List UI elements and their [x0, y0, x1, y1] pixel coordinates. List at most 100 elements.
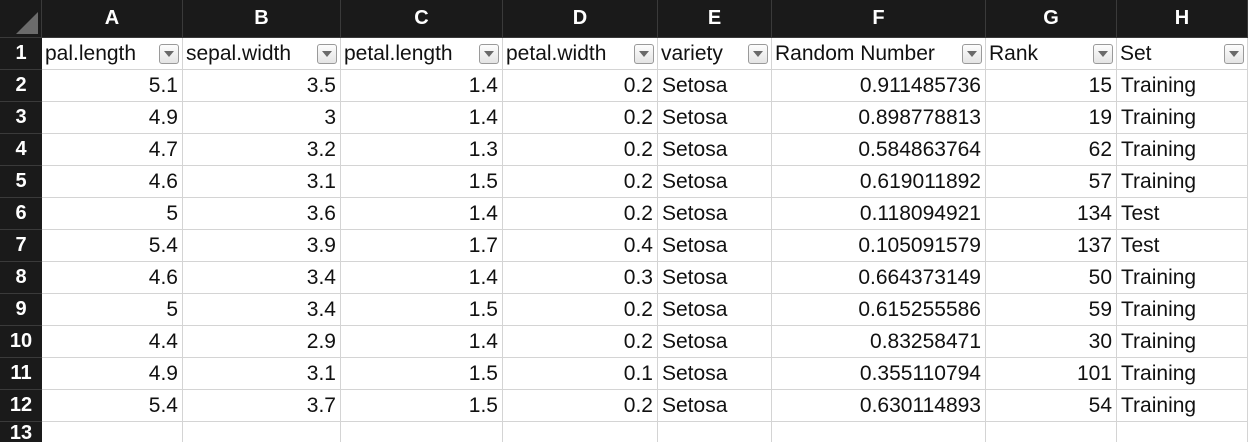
table-cell[interactable]: 0.664373149: [772, 262, 986, 294]
table-cell[interactable]: Setosa: [658, 198, 772, 230]
table-cell[interactable]: Setosa: [658, 230, 772, 262]
table-cell[interactable]: Setosa: [658, 102, 772, 134]
column-header-c[interactable]: C: [341, 0, 503, 38]
table-cell[interactable]: 1.5: [341, 390, 503, 422]
row-header[interactable]: 2: [0, 70, 42, 102]
column-header-b[interactable]: B: [183, 0, 341, 38]
filter-button[interactable]: [1224, 43, 1244, 64]
table-cell[interactable]: 0.3: [503, 262, 658, 294]
table-cell[interactable]: Training: [1117, 70, 1248, 102]
table-cell[interactable]: [42, 422, 183, 442]
row-header[interactable]: 12: [0, 390, 42, 422]
table-cell[interactable]: Setosa: [658, 134, 772, 166]
table-cell[interactable]: 3.5: [183, 70, 341, 102]
row-header[interactable]: 7: [0, 230, 42, 262]
row-header[interactable]: 13: [0, 422, 42, 444]
column-header-a[interactable]: A: [42, 0, 183, 38]
table-cell[interactable]: 1.4: [341, 326, 503, 358]
column-header-d[interactable]: D: [503, 0, 658, 38]
table-cell[interactable]: [183, 422, 341, 442]
table-cell[interactable]: 4.7: [42, 134, 183, 166]
table-cell[interactable]: 0.2: [503, 390, 658, 422]
table-cell[interactable]: Training: [1117, 166, 1248, 198]
table-cell[interactable]: Training: [1117, 102, 1248, 134]
table-cell[interactable]: 0.2: [503, 326, 658, 358]
table-cell[interactable]: 4.9: [42, 102, 183, 134]
filter-button[interactable]: [634, 43, 654, 64]
table-header-cell[interactable]: variety: [658, 38, 772, 70]
row-header[interactable]: 5: [0, 166, 42, 198]
table-header-cell[interactable]: petal.length: [341, 38, 503, 70]
table-cell[interactable]: 137: [986, 230, 1117, 262]
row-header[interactable]: 8: [0, 262, 42, 294]
table-cell[interactable]: Setosa: [658, 326, 772, 358]
table-cell[interactable]: [1117, 422, 1248, 442]
table-cell[interactable]: 30: [986, 326, 1117, 358]
table-cell[interactable]: 1.5: [341, 294, 503, 326]
table-cell[interactable]: 3.4: [183, 262, 341, 294]
table-cell[interactable]: 5.1: [42, 70, 183, 102]
table-cell[interactable]: 3.9: [183, 230, 341, 262]
table-cell[interactable]: 4.6: [42, 262, 183, 294]
table-cell[interactable]: 4.4: [42, 326, 183, 358]
table-header-cell[interactable]: Rank: [986, 38, 1117, 70]
column-header-e[interactable]: E: [658, 0, 772, 38]
table-cell[interactable]: 0.898778813: [772, 102, 986, 134]
table-cell[interactable]: 0.118094921: [772, 198, 986, 230]
table-cell[interactable]: 3.1: [183, 166, 341, 198]
table-cell[interactable]: [503, 422, 658, 442]
table-cell[interactable]: 0.2: [503, 102, 658, 134]
table-cell[interactable]: 3.7: [183, 390, 341, 422]
table-cell[interactable]: Training: [1117, 134, 1248, 166]
table-cell[interactable]: 3.2: [183, 134, 341, 166]
table-cell[interactable]: [772, 422, 986, 442]
filter-button[interactable]: [1093, 43, 1113, 64]
table-cell[interactable]: 134: [986, 198, 1117, 230]
table-cell[interactable]: Training: [1117, 358, 1248, 390]
table-cell[interactable]: 3: [183, 102, 341, 134]
table-cell[interactable]: 5.4: [42, 390, 183, 422]
table-cell[interactable]: 0.2: [503, 134, 658, 166]
table-header-cell[interactable]: Set: [1117, 38, 1248, 70]
table-cell[interactable]: Training: [1117, 294, 1248, 326]
row-header[interactable]: 11: [0, 358, 42, 390]
filter-button[interactable]: [317, 43, 337, 64]
table-cell[interactable]: 3.4: [183, 294, 341, 326]
table-cell[interactable]: 0.83258471: [772, 326, 986, 358]
table-cell[interactable]: Training: [1117, 326, 1248, 358]
table-cell[interactable]: 4.6: [42, 166, 183, 198]
table-cell[interactable]: 0.584863764: [772, 134, 986, 166]
filter-button[interactable]: [962, 43, 982, 64]
table-cell[interactable]: 54: [986, 390, 1117, 422]
row-header[interactable]: 3: [0, 102, 42, 134]
table-header-cell[interactable]: sepal.width: [183, 38, 341, 70]
table-cell[interactable]: 1.5: [341, 166, 503, 198]
table-cell[interactable]: 0.2: [503, 166, 658, 198]
table-cell[interactable]: Test: [1117, 198, 1248, 230]
table-cell[interactable]: Training: [1117, 262, 1248, 294]
table-cell[interactable]: Setosa: [658, 166, 772, 198]
table-cell[interactable]: [986, 422, 1117, 442]
table-cell[interactable]: Setosa: [658, 262, 772, 294]
table-cell[interactable]: 5: [42, 198, 183, 230]
row-header[interactable]: 6: [0, 198, 42, 230]
table-cell[interactable]: 101: [986, 358, 1117, 390]
table-cell[interactable]: 5: [42, 294, 183, 326]
table-cell[interactable]: 0.1: [503, 358, 658, 390]
filter-button[interactable]: [159, 43, 179, 64]
table-cell[interactable]: 1.5: [341, 358, 503, 390]
table-cell[interactable]: 1.4: [341, 102, 503, 134]
table-cell[interactable]: 0.2: [503, 294, 658, 326]
table-cell[interactable]: 1.4: [341, 70, 503, 102]
row-header[interactable]: 1: [0, 38, 42, 70]
column-header-h[interactable]: H: [1117, 0, 1248, 38]
table-cell[interactable]: Setosa: [658, 70, 772, 102]
table-cell[interactable]: 62: [986, 134, 1117, 166]
table-cell[interactable]: 4.9: [42, 358, 183, 390]
table-cell[interactable]: 3.1: [183, 358, 341, 390]
table-cell[interactable]: 0.615255586: [772, 294, 986, 326]
table-cell[interactable]: Setosa: [658, 358, 772, 390]
table-cell[interactable]: 15: [986, 70, 1117, 102]
table-cell[interactable]: 0.105091579: [772, 230, 986, 262]
table-cell[interactable]: 3.6: [183, 198, 341, 230]
